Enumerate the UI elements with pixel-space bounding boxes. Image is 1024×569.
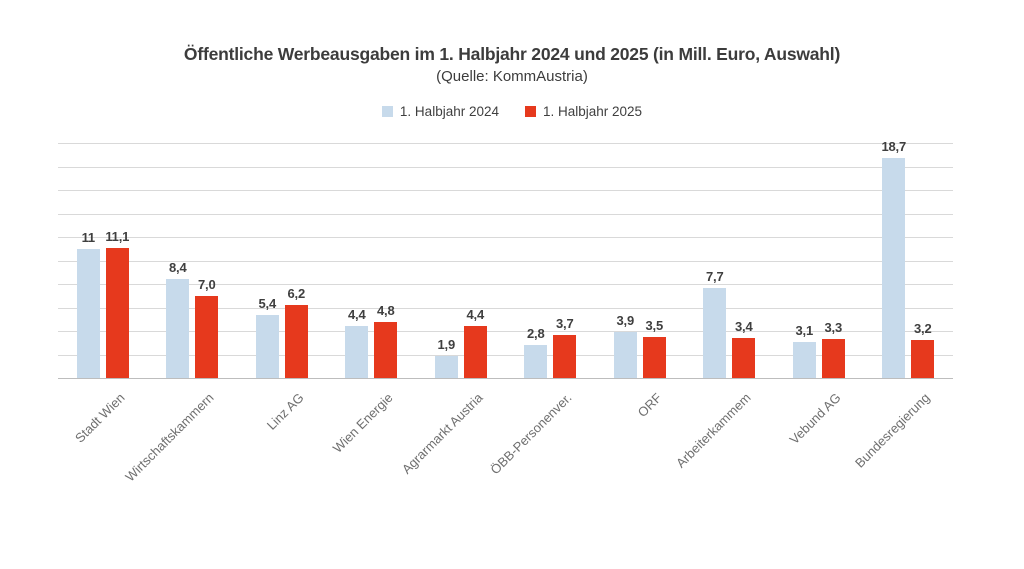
category-label: Linz AG: [263, 390, 307, 433]
bar-halbjahr-2024: [255, 314, 279, 378]
gridline: [58, 166, 953, 168]
bar-value-label: 1,9: [437, 336, 456, 352]
bar-halbjahr-2024: [882, 158, 906, 378]
category-label: Bundesregierung: [852, 390, 933, 471]
legend-swatch-2025-icon: [525, 106, 536, 117]
bar-value-label: 2,8: [527, 326, 545, 342]
gridline: [58, 284, 953, 285]
category-label: Vebund AG: [786, 390, 844, 448]
gridline: [58, 190, 953, 191]
legend-label-2024: 1. Halbjahr 2024: [399, 104, 499, 119]
gridline: [58, 213, 953, 215]
x-axis-line: [58, 378, 953, 379]
gridline: [58, 143, 953, 144]
bar-group: 2,8 3,7: [506, 143, 596, 378]
bar-group: 8,4 7,0: [148, 143, 238, 378]
bar-group: 4,4 4,8: [327, 143, 417, 378]
category-label: Agrarmarkt Austria: [398, 390, 486, 477]
bar-group: 11 11,1: [58, 143, 148, 378]
bar-value-label: 3,7: [556, 315, 574, 331]
bar-halbjahr-2025: [642, 336, 666, 378]
bar-value-label: 7,0: [198, 276, 216, 292]
bar-value-label: 3,2: [914, 321, 932, 337]
category-label: Wirtschaftskammern: [122, 390, 217, 485]
bar-value-label: 3,4: [735, 319, 753, 335]
bar-halbjahr-2024: [166, 279, 190, 378]
bar-halbjahr-2024: [792, 341, 816, 378]
bar-value-label: 8,4: [169, 260, 187, 276]
legend-label-2025: 1. Halbjahr 2025: [543, 104, 643, 119]
category-label: Arbeiterkammem: [673, 390, 754, 471]
bar-halbjahr-2025: [374, 321, 398, 378]
category-label: Wien Energie: [330, 390, 396, 456]
bar-group: 18,7 3,2: [864, 139, 954, 378]
legend-item-2024: 1. Halbjahr 2024: [381, 104, 499, 119]
bar-group: 1,9 4,4: [416, 143, 506, 378]
bar-value-label: 3,9: [616, 313, 635, 329]
bar-halbjahr-2025: [911, 340, 935, 378]
bar-value-label: 18,7: [881, 139, 907, 155]
category-label: ÖBB-Personenver.: [487, 390, 575, 478]
gridline: [58, 237, 953, 238]
bar-halbjahr-2025: [284, 305, 308, 378]
category-label: ORF: [634, 390, 665, 421]
gridline: [58, 331, 953, 332]
bar-value-label: 3,1: [795, 322, 814, 338]
bar-value-label: 3,3: [824, 320, 843, 336]
bar-halbjahr-2024: [524, 345, 548, 378]
chart-title: Öffentliche Werbeausgaben im 1. Halbjahr…: [183, 44, 841, 64]
bar-halbjahr-2025: [732, 338, 756, 378]
bar-halbjahr-2024: [345, 326, 369, 378]
legend-item-2025: 1. Halbjahr 2025: [525, 104, 642, 119]
bar-value-label: 11,1: [105, 228, 130, 244]
bar-value-label: 5,4: [258, 295, 277, 311]
bar-group: 3,1 3,3: [774, 143, 864, 378]
bar-value-label: 11: [81, 229, 96, 245]
bar-value-label: 6,2: [287, 286, 306, 302]
gridline: [58, 307, 953, 309]
bar-value-label: 4,4: [348, 307, 366, 323]
legend: 1. Halbjahr 2024 1. Halbjahr 2025: [0, 104, 1024, 119]
legend-swatch-2024-icon: [381, 106, 393, 117]
bar-group: 5,4 6,2: [237, 143, 327, 378]
bar-halbjahr-2024: [76, 248, 100, 378]
gridline: [58, 260, 953, 262]
plot-area: 11 11,1 Stadt Wien 8,4 7,0 Wirtschaftskammern…: [58, 139, 954, 484]
bar-halbjahr-2025: [105, 247, 129, 378]
bar-halbjahr-2024: [434, 355, 458, 378]
category-label: Stadt Wien: [71, 390, 128, 446]
bar-group: 3,9 3,5: [595, 143, 685, 378]
bar-value-label: 7,7: [706, 268, 724, 284]
bar-halbjahr-2025: [553, 334, 577, 378]
gridline: [58, 354, 953, 356]
chart-subtitle: (Quelle: KommAustria): [436, 68, 588, 85]
bar-value-label: 4,4: [466, 307, 485, 323]
bar-value-label: 4,8: [377, 302, 395, 318]
bar-value-label: 3,5: [645, 317, 664, 333]
bar-halbjahr-2025: [821, 339, 845, 378]
bar-halbjahr-2025: [463, 326, 487, 378]
bar-halbjahr-2025: [195, 295, 219, 378]
bar-halbjahr-2024: [703, 287, 727, 378]
bar-group: 7,7 3,4: [685, 143, 775, 378]
bar-halbjahr-2024: [613, 332, 637, 378]
